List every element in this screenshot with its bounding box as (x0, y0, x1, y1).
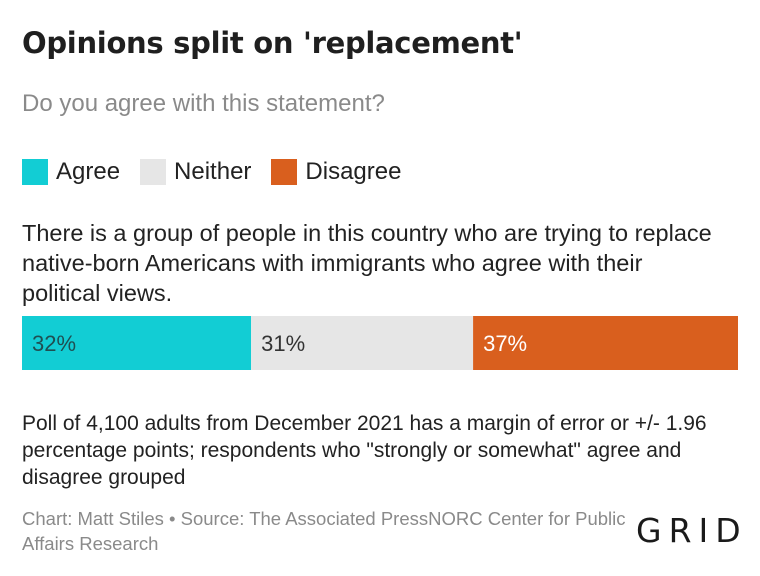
grid-logo: GRID (636, 511, 748, 550)
chart-source: Chart: Matt Stiles • Source: The Associa… (22, 508, 626, 554)
bar-segment-disagree (473, 316, 738, 370)
bar-segment-neither (251, 316, 474, 370)
legend: Agree Neither Disagree (22, 158, 421, 186)
legend-item-agree: Agree (22, 158, 120, 186)
stacked-bar-chart: 32% 31% 37% (22, 316, 738, 370)
legend-item-disagree: Disagree (271, 158, 401, 186)
question-text: There is a group of people in this count… (22, 220, 712, 306)
bar-segment-agree (22, 316, 252, 370)
bar-label-neither: 31% (261, 331, 305, 356)
legend-label-disagree: Disagree (305, 158, 402, 185)
legend-swatch-disagree (271, 159, 298, 185)
chart-subtitle: Do you agree with this statement? (22, 90, 385, 117)
legend-item-neither: Neither (140, 158, 251, 186)
legend-label-agree: Agree (56, 158, 121, 185)
chart-title: Opinions split on 'replacement' (22, 26, 523, 60)
legend-label-neither: Neither (174, 158, 252, 185)
chart-note: Poll of 4,100 adults from December 2021 … (22, 412, 707, 489)
legend-swatch-agree (22, 159, 48, 185)
bar-label-agree: 32% (32, 331, 76, 356)
legend-swatch-neither (140, 159, 167, 185)
bar-label-disagree: 37% (483, 331, 527, 356)
